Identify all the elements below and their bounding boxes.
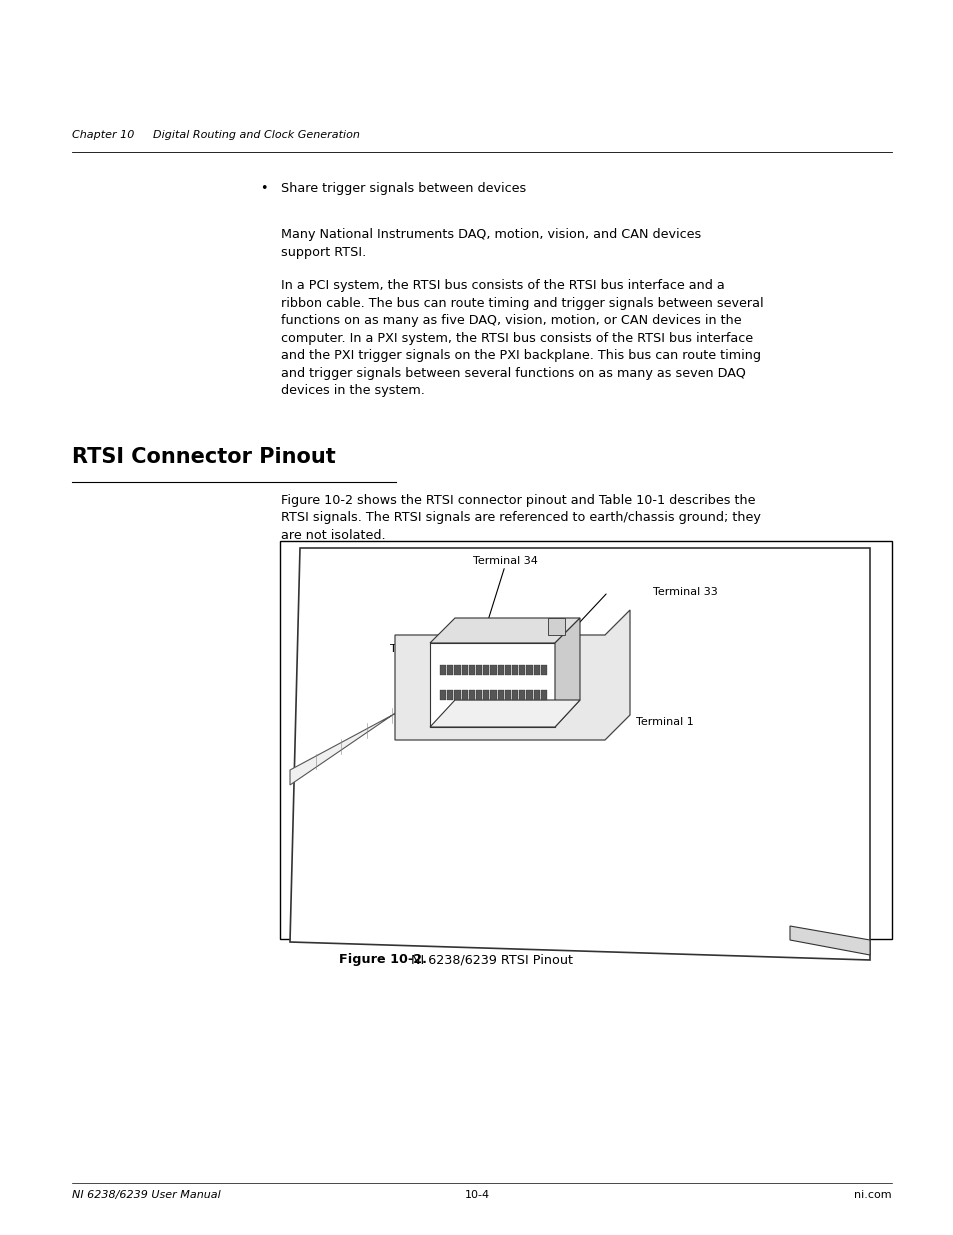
Bar xyxy=(526,690,532,700)
Bar xyxy=(490,664,497,676)
Text: •: • xyxy=(260,182,268,195)
Text: NI 6238/6239 User Manual: NI 6238/6239 User Manual xyxy=(71,1191,220,1200)
Bar xyxy=(533,690,539,700)
Bar xyxy=(482,664,489,676)
Polygon shape xyxy=(395,610,629,740)
Text: Digital Routing and Clock Generation: Digital Routing and Clock Generation xyxy=(152,130,359,140)
Bar xyxy=(504,690,511,700)
Bar xyxy=(540,690,546,700)
Bar xyxy=(439,690,446,700)
Text: Chapter 10: Chapter 10 xyxy=(71,130,133,140)
Polygon shape xyxy=(430,700,579,727)
Polygon shape xyxy=(547,618,564,635)
Bar xyxy=(461,690,467,700)
Bar xyxy=(512,690,517,700)
Bar xyxy=(476,690,482,700)
Bar xyxy=(518,664,525,676)
Text: Terminal 33: Terminal 33 xyxy=(652,587,717,597)
Text: Figure 10-2.: Figure 10-2. xyxy=(338,953,426,967)
Bar xyxy=(533,664,539,676)
Text: Many National Instruments DAQ, motion, vision, and CAN devices
support RTSI.: Many National Instruments DAQ, motion, v… xyxy=(281,228,701,259)
Bar xyxy=(490,690,497,700)
Text: Figure 10-2 shows the RTSI connector pinout and Table 10-1 describes the
RTSI si: Figure 10-2 shows the RTSI connector pin… xyxy=(281,494,760,542)
Polygon shape xyxy=(290,548,869,960)
Bar xyxy=(461,664,467,676)
Bar xyxy=(468,690,475,700)
Text: Terminal 1: Terminal 1 xyxy=(636,718,693,727)
Bar xyxy=(497,690,503,700)
Bar xyxy=(497,664,503,676)
Text: 10-4: 10-4 xyxy=(464,1191,489,1200)
Bar xyxy=(447,664,453,676)
Polygon shape xyxy=(430,618,579,643)
Polygon shape xyxy=(789,926,869,955)
Bar xyxy=(279,541,891,939)
Bar xyxy=(447,690,453,700)
Bar xyxy=(454,664,460,676)
Text: Terminal 2: Terminal 2 xyxy=(390,643,447,655)
Bar xyxy=(540,664,546,676)
Text: In a PCI system, the RTSI bus consists of the RTSI bus interface and a
ribbon ca: In a PCI system, the RTSI bus consists o… xyxy=(281,279,763,398)
Bar xyxy=(468,664,475,676)
Bar xyxy=(512,664,517,676)
Bar xyxy=(454,690,460,700)
Polygon shape xyxy=(555,618,579,727)
Text: RTSI Connector Pinout: RTSI Connector Pinout xyxy=(71,447,335,467)
Polygon shape xyxy=(290,645,495,785)
Text: ni.com: ni.com xyxy=(854,1191,891,1200)
Polygon shape xyxy=(430,643,555,727)
Text: Share trigger signals between devices: Share trigger signals between devices xyxy=(281,182,526,195)
Bar xyxy=(504,664,511,676)
Bar xyxy=(526,664,532,676)
Bar xyxy=(518,690,525,700)
Text: NI 6238/6239 RTSI Pinout: NI 6238/6239 RTSI Pinout xyxy=(411,953,573,967)
Bar xyxy=(439,664,446,676)
Bar xyxy=(482,690,489,700)
Bar xyxy=(476,664,482,676)
Text: Terminal 34: Terminal 34 xyxy=(472,556,537,566)
